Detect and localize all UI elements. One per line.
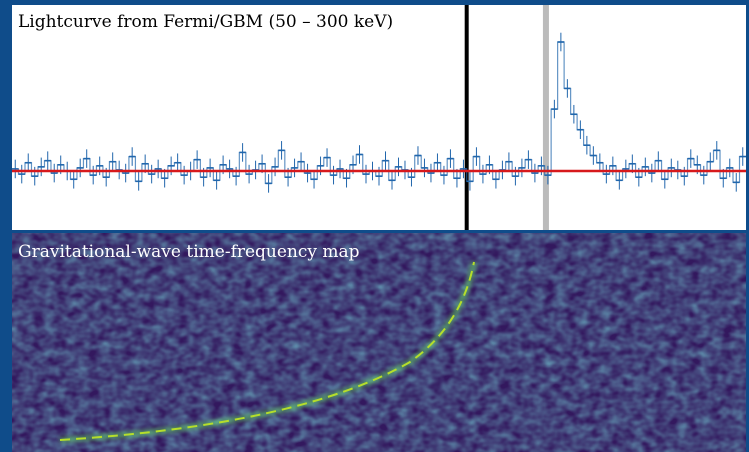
spectrogram-title: Gravitational-wave time-frequency map <box>18 242 360 262</box>
spectrogram-noise <box>12 233 746 452</box>
lightcurve-panel <box>12 5 746 230</box>
lightcurve-title: Lightcurve from Fermi/GBM (50 – 300 keV) <box>18 12 393 32</box>
chirp-track <box>59 261 475 441</box>
lightcurve-outline <box>12 41 746 184</box>
title-bg <box>14 8 434 34</box>
lightcurve <box>12 5 746 230</box>
